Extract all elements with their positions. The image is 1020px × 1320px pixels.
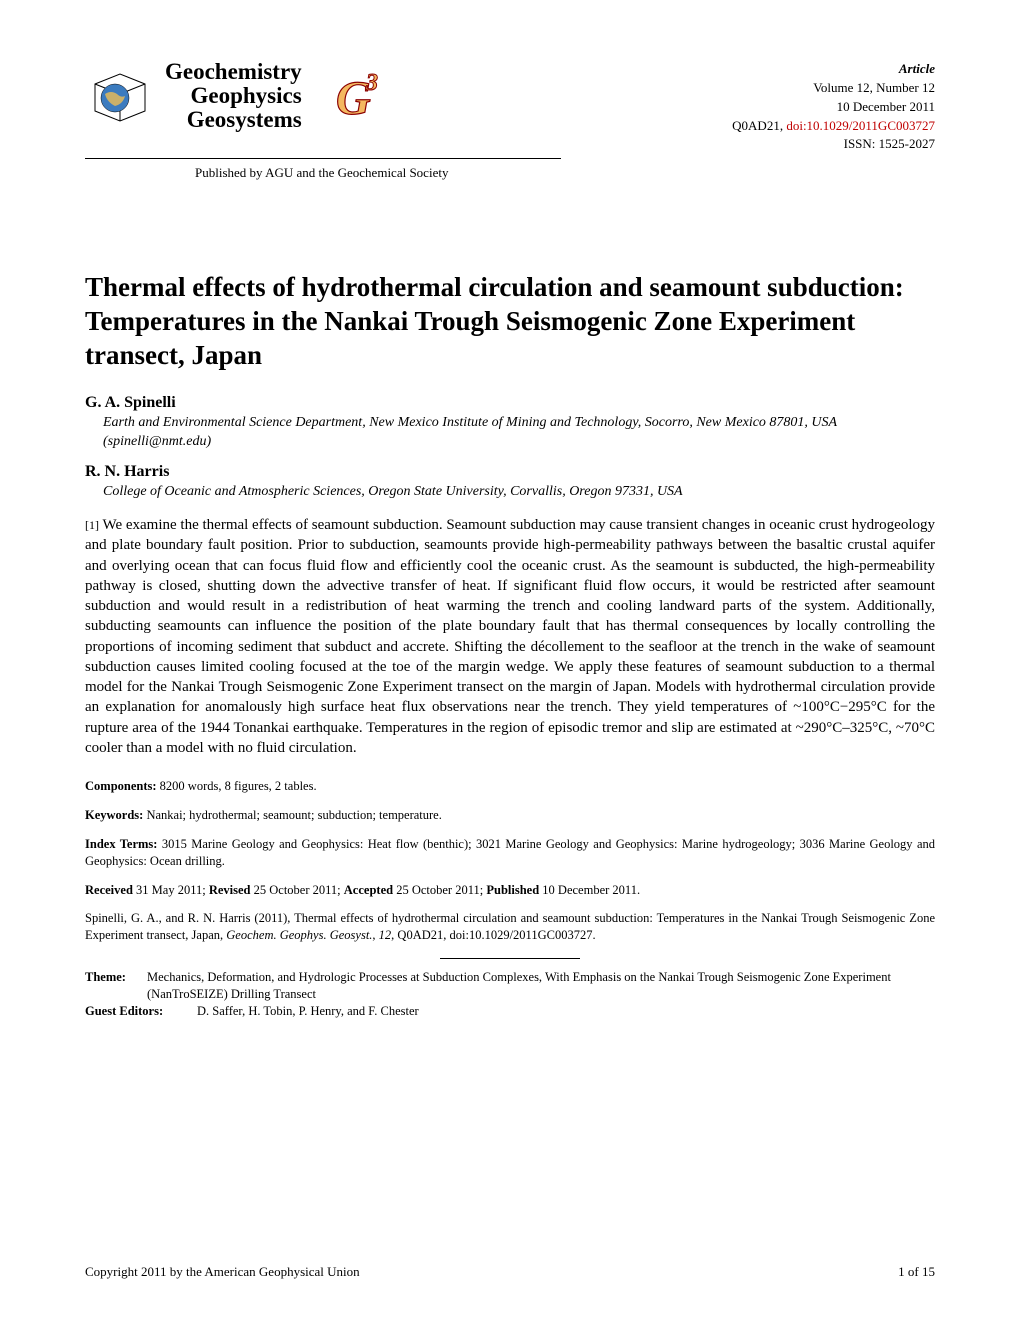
- revised-label: Revised: [209, 883, 251, 897]
- received-date: 31 May 2011;: [133, 883, 209, 897]
- keywords-text: Nankai; hydrothermal; seamount; subducti…: [143, 808, 442, 822]
- author-affiliation: Earth and Environmental Science Departme…: [103, 414, 935, 450]
- theme-text: Mechanics, Deformation, and Hydrologic P…: [147, 969, 935, 1003]
- publication-date: 10 December 2011: [732, 98, 935, 117]
- citation-post: , Q0AD21, doi:10.1029/2011GC003727.: [391, 928, 595, 942]
- svg-text:3: 3: [365, 70, 378, 96]
- article-title: Thermal effects of hydrothermal circulat…: [85, 271, 935, 372]
- citation: Spinelli, G. A., and R. N. Harris (2011)…: [85, 910, 935, 944]
- article-type: Article: [732, 60, 935, 79]
- publisher-statement: Published by AGU and the Geochemical Soc…: [195, 165, 935, 181]
- keywords-line: Keywords: Nankai; hydrothermal; seamount…: [85, 807, 935, 824]
- accepted-label: Accepted: [344, 883, 393, 897]
- citation-vol: , 12: [372, 928, 391, 942]
- author-block-2: R. N. Harris College of Oceanic and Atmo…: [85, 463, 935, 501]
- components-label: Components:: [85, 779, 157, 793]
- journal-name: Geochemistry Geophysics Geosystems: [165, 60, 308, 132]
- components-text: 8200 words, 8 figures, 2 tables.: [157, 779, 317, 793]
- guest-editors-text: D. Saffer, H. Tobin, P. Henry, and F. Ch…: [197, 1003, 935, 1020]
- received-label: Received: [85, 883, 133, 897]
- theme-label: Theme:: [85, 969, 147, 1003]
- journal-line-3: Geosystems: [165, 108, 302, 132]
- theme-row: Theme: Mechanics, Deformation, and Hydro…: [85, 969, 935, 1003]
- abstract-text: We examine the thermal effects of seamou…: [85, 517, 935, 756]
- journal-logo-block: Geochemistry Geophysics Geosystems G 3: [85, 60, 388, 132]
- revised-date: 25 October 2011;: [251, 883, 344, 897]
- header-row: Geochemistry Geophysics Geosystems G 3 A…: [85, 60, 935, 154]
- copyright-notice: Copyright 2011 by the American Geophysic…: [85, 1264, 360, 1280]
- guest-editors-label: Guest Editors:: [85, 1003, 197, 1020]
- issn: ISSN: 1525-2027: [732, 135, 935, 154]
- citation-journal: Geochem. Geophys. Geosyst.: [226, 928, 372, 942]
- theme-divider: [440, 958, 580, 959]
- journal-line-2: Geophysics: [165, 84, 302, 108]
- header-divider: [85, 158, 561, 159]
- volume-number: Volume 12, Number 12: [732, 79, 935, 98]
- author-block-1: G. A. Spinelli Earth and Environmental S…: [85, 394, 935, 450]
- page-number: 1 of 15: [898, 1264, 935, 1280]
- index-terms-label: Index Terms:: [85, 837, 157, 851]
- index-terms-text: 3015 Marine Geology and Geophysics: Heat…: [85, 837, 935, 868]
- article-id: Q0AD21,: [732, 118, 786, 133]
- guest-editors-row: Guest Editors: D. Saffer, H. Tobin, P. H…: [85, 1003, 935, 1020]
- cube-globe-icon: [85, 66, 155, 126]
- author-name: R. N. Harris: [85, 463, 935, 481]
- doi-link[interactable]: doi:10.1029/2011GC003727: [786, 118, 935, 133]
- author-name: G. A. Spinelli: [85, 394, 935, 412]
- journal-line-1: Geochemistry: [165, 60, 302, 84]
- history-line: Received 31 May 2011; Revised 25 October…: [85, 882, 935, 899]
- published-date: 10 December 2011.: [539, 883, 640, 897]
- components-line: Components: 8200 words, 8 figures, 2 tab…: [85, 778, 935, 795]
- published-label: Published: [486, 883, 539, 897]
- theme-block: Theme: Mechanics, Deformation, and Hydro…: [85, 969, 935, 1020]
- keywords-label: Keywords:: [85, 808, 143, 822]
- abstract: [1] We examine the thermal effects of se…: [85, 515, 935, 758]
- abstract-paragraph-number: [1]: [85, 518, 99, 532]
- page-footer: Copyright 2011 by the American Geophysic…: [85, 1264, 935, 1280]
- accepted-date: 25 October 2011;: [393, 883, 486, 897]
- doi-line: Q0AD21, doi:10.1029/2011GC003727: [732, 117, 935, 136]
- article-meta: Article Volume 12, Number 12 10 December…: [732, 60, 935, 154]
- author-affiliation: College of Oceanic and Atmospheric Scien…: [103, 483, 935, 501]
- index-terms-line: Index Terms: 3015 Marine Geology and Geo…: [85, 836, 935, 870]
- g3-logo-icon: G 3: [318, 66, 388, 126]
